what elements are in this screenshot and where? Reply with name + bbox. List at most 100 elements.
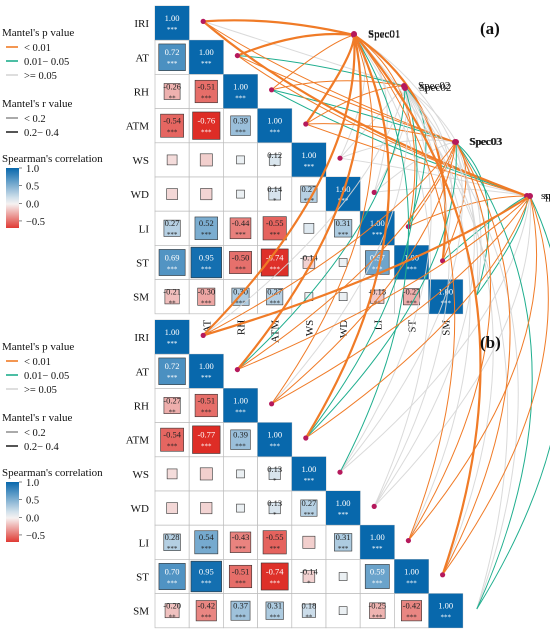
cell-sig: ***	[235, 443, 246, 451]
cell-value: -0.42	[403, 601, 421, 611]
corr-square	[230, 429, 251, 450]
cell-sig: ***	[167, 374, 178, 382]
cell-sig: ***	[201, 231, 212, 239]
cell-value: 1.00	[301, 150, 316, 160]
corr-square	[194, 79, 218, 104]
cell-sig: ***	[235, 300, 246, 308]
variable-node-RH	[269, 401, 275, 407]
cell-sig: ***	[269, 443, 280, 451]
cell-value: 0.13	[267, 498, 282, 508]
cell-sig: ***	[372, 614, 383, 622]
column-label: WS	[304, 320, 316, 337]
cell-value: -0.26	[163, 81, 181, 91]
legend: Mantel's p value < 0.01 0.01− 0.05 >= 0.05 M…	[2, 27, 103, 228]
cell-sig: ***	[304, 477, 315, 485]
row-label: SM	[133, 606, 149, 618]
diag-cell	[291, 142, 326, 177]
species-label: spec04	[544, 190, 550, 202]
colorbar-tick-label: 1.0	[26, 478, 39, 489]
cell-value: -0.51	[197, 81, 215, 91]
corr-square	[158, 357, 186, 385]
cell-sig: ***	[235, 614, 246, 622]
cell-value: -0.51	[232, 566, 250, 576]
corr-square	[158, 563, 186, 590]
link-Spec02-RH	[271, 80, 405, 91]
link-spec04-WS	[339, 195, 531, 473]
cell-value: -0.42	[197, 601, 215, 611]
cell-sig: ***	[372, 545, 383, 553]
row-label: IRI	[134, 18, 149, 30]
corr-square	[230, 115, 251, 136]
panel-b: Spec01Spec02Spec03spec041.00***0.72***1.…	[2, 28, 550, 629]
cell-sig: ***	[201, 129, 212, 137]
link-Spec03-LI	[407, 141, 492, 541]
corr-square	[163, 397, 181, 414]
cell-sig: ***	[269, 231, 280, 239]
cell-sig: ***	[235, 545, 246, 553]
cell-value: 0.95	[199, 252, 214, 262]
link-Spec03-WS	[339, 141, 463, 473]
corr-square	[236, 189, 245, 199]
row-label: ST	[136, 258, 149, 270]
cell-sig: *	[307, 579, 311, 587]
cell-sig: ***	[167, 545, 178, 553]
cell-sig: ***	[338, 545, 349, 553]
diag-cell	[291, 456, 326, 491]
row-label: SM	[133, 292, 149, 304]
column-label: LI	[372, 319, 384, 330]
link-spec04-ST	[442, 195, 549, 576]
cell-sig: ***	[269, 265, 280, 273]
diag-cell	[189, 40, 224, 75]
cell-value: 1.00	[165, 13, 180, 23]
corr-square	[192, 425, 221, 454]
corr-square	[369, 602, 386, 619]
link-Spec03-AT	[237, 55, 456, 143]
cell-sig: ***	[269, 545, 280, 553]
diag-cell	[189, 354, 224, 389]
cell-value: 0.28	[165, 532, 180, 542]
cell-value: 0.72	[165, 47, 180, 57]
corr-square	[236, 503, 245, 513]
legend-r-label: 0.2− 0.4	[24, 128, 60, 139]
cell-value: 1.00	[199, 47, 214, 57]
mantel-links	[202, 33, 550, 610]
cell-value: -0.21	[163, 287, 181, 297]
corr-square	[229, 531, 252, 553]
species-label: Spec01	[368, 29, 400, 41]
cell-value: 0.27	[301, 498, 316, 508]
cell-value: 0.39	[233, 116, 248, 126]
cell-value: 0.37	[233, 601, 248, 611]
link-Spec02-LI	[404, 87, 471, 541]
cell-value: 1.00	[301, 464, 316, 474]
link-spec04-SM	[476, 195, 528, 296]
link-Spec03-LI	[407, 141, 456, 227]
cell-sig: ***	[269, 579, 280, 587]
corr-square	[228, 564, 253, 589]
cell-value: 0.52	[199, 218, 214, 228]
row-label: ATM	[126, 121, 149, 133]
corr-square	[260, 562, 289, 591]
corr-square	[190, 246, 222, 279]
cell-value: 1.00	[404, 566, 419, 576]
corr-square	[166, 468, 178, 480]
cell-value: 1.00	[267, 116, 282, 126]
cell-sig: *	[273, 477, 277, 485]
link-Spec02-ATM	[305, 87, 418, 439]
corr-square	[163, 533, 181, 551]
row-label: WS	[133, 155, 150, 167]
cell-value: 1.00	[404, 252, 419, 262]
corr-square	[194, 393, 218, 418]
cell-sig: **	[305, 614, 313, 622]
row-label: RH	[134, 87, 149, 99]
cell-sig: ***	[269, 300, 280, 308]
corr-square	[199, 153, 213, 167]
corr-square	[265, 601, 284, 620]
cell-sig: ***	[167, 231, 178, 239]
row-label: WS	[133, 469, 150, 481]
cell-sig: ***	[372, 579, 383, 587]
species-node	[453, 139, 459, 145]
cell-sig: **	[169, 408, 177, 416]
row-label: LI	[139, 223, 150, 235]
link-Spec02-IRI	[202, 87, 406, 336]
corr-square	[268, 187, 281, 201]
